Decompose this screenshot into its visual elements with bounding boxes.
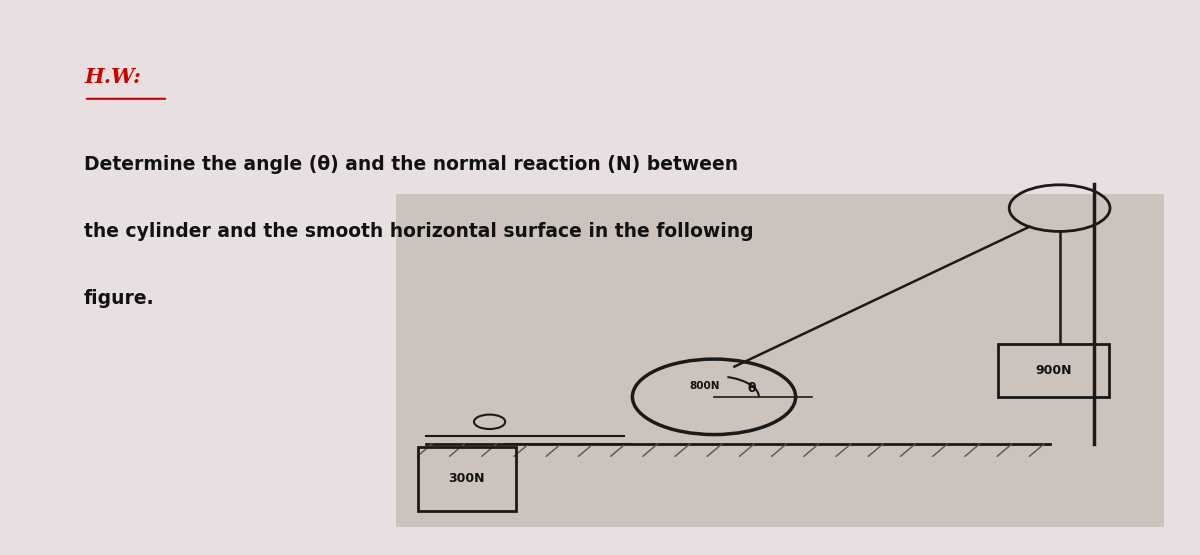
- Text: Determine the angle (θ) and the normal reaction (N) between: Determine the angle (θ) and the normal r…: [84, 155, 738, 174]
- Bar: [998, 344, 1109, 397]
- Text: 800N: 800N: [689, 381, 720, 391]
- Bar: [396, 194, 1164, 527]
- Text: 900N: 900N: [1036, 364, 1072, 377]
- Text: H.W:: H.W:: [84, 67, 140, 87]
- Text: the cylinder and the smooth horizontal surface in the following: the cylinder and the smooth horizontal s…: [84, 222, 754, 241]
- Bar: [418, 447, 516, 511]
- Text: θ: θ: [748, 382, 756, 395]
- Text: figure.: figure.: [84, 289, 155, 307]
- Text: 300N: 300N: [449, 472, 485, 485]
